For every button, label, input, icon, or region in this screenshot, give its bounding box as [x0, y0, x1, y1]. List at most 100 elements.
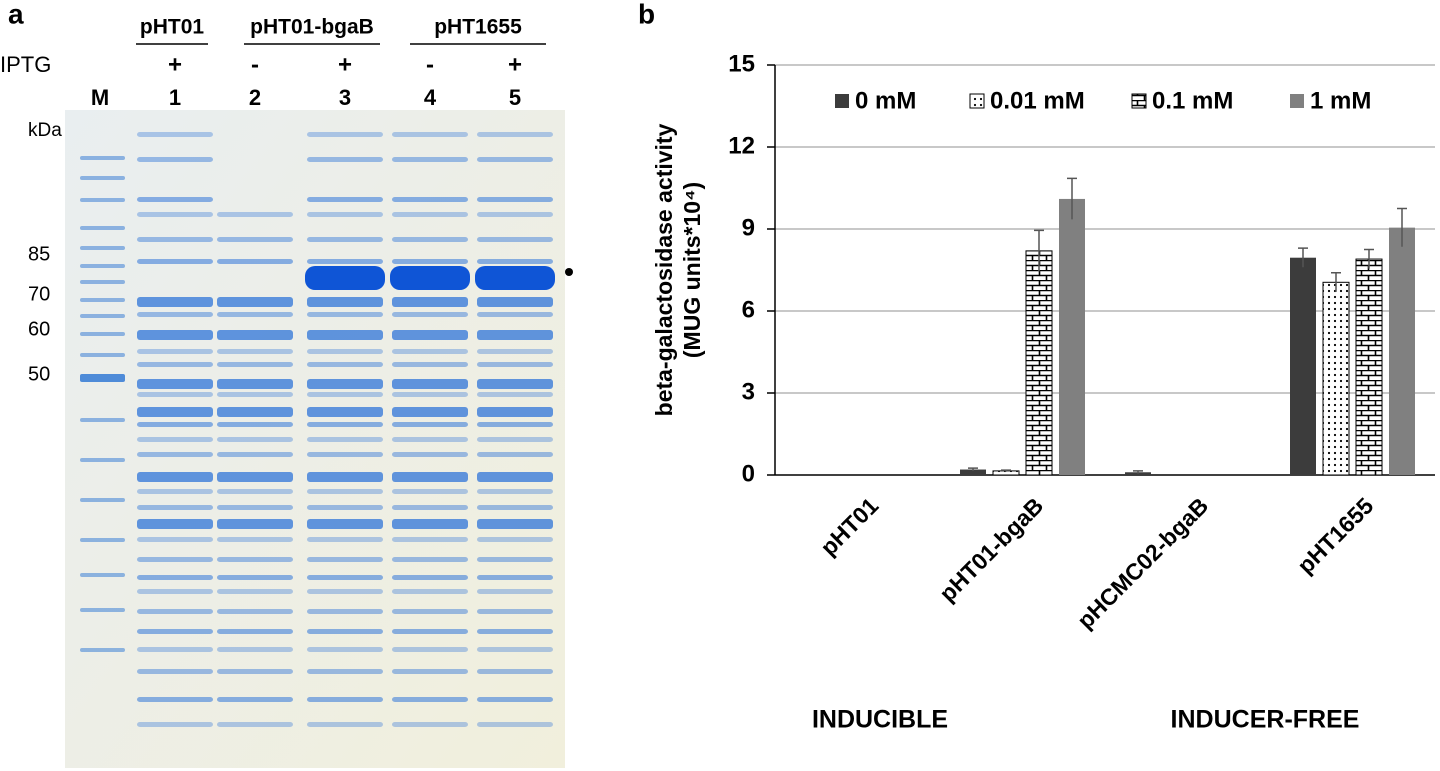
gel-band	[217, 609, 293, 614]
iptg-sign: +	[508, 51, 522, 78]
lane-label: M	[91, 85, 109, 110]
gel-band	[217, 330, 293, 340]
gel-band	[217, 237, 293, 242]
gel-band	[392, 519, 468, 529]
lane-label: 4	[424, 85, 437, 110]
bar	[960, 469, 986, 475]
error-bar	[1298, 247, 1308, 268]
bar	[1389, 227, 1415, 475]
error-bar	[1133, 470, 1143, 474]
bar	[1322, 281, 1350, 476]
gel-band	[477, 259, 553, 264]
gel-band	[477, 237, 553, 242]
marker-size: 60	[28, 318, 50, 340]
gel-band	[392, 669, 468, 674]
y-tick-label: 0	[742, 460, 755, 487]
legend-label: 0.1 mM	[1152, 87, 1233, 114]
gel-band	[477, 472, 553, 482]
gel-band	[137, 407, 213, 417]
gel-band	[477, 197, 553, 202]
gel-band	[307, 589, 383, 594]
gel-band	[217, 589, 293, 594]
gel-band	[137, 330, 213, 340]
gel-band	[217, 519, 293, 529]
gel-band	[392, 330, 468, 340]
iptg-label: IPTG	[0, 52, 51, 77]
legend-label: 0 mM	[855, 87, 916, 114]
gel-band	[217, 379, 293, 389]
gel-band	[392, 537, 468, 542]
gel-band	[137, 647, 213, 652]
gel-band	[137, 259, 213, 264]
bar	[1059, 198, 1085, 475]
iptg-sign: -	[251, 51, 259, 78]
gel-band	[137, 197, 213, 202]
gel-band	[477, 437, 553, 442]
gel-band	[307, 330, 383, 340]
bar	[1025, 250, 1053, 476]
gel-band	[477, 647, 553, 652]
gel-band	[477, 537, 553, 542]
bar	[1355, 258, 1383, 476]
gel-band	[80, 648, 125, 652]
gel-band	[477, 379, 553, 389]
gel-band	[392, 132, 468, 137]
gel-band	[307, 312, 383, 317]
gel-band	[307, 472, 383, 482]
gel-band	[307, 437, 383, 442]
gel-band	[477, 669, 553, 674]
iptg-sign: +	[168, 51, 182, 78]
gel-band	[137, 212, 213, 217]
gel-band	[477, 489, 553, 494]
gel-band	[137, 575, 213, 580]
gel-band	[392, 505, 468, 510]
gel-band	[477, 362, 553, 367]
y-tick-label: 15	[728, 50, 755, 77]
gel-band	[392, 237, 468, 242]
unit-label: kDa	[28, 120, 62, 141]
gel-band	[217, 537, 293, 542]
gel-band	[137, 589, 213, 594]
gel-band	[137, 437, 213, 442]
gel-band	[80, 246, 125, 250]
gel-band	[137, 519, 213, 529]
gel-band	[477, 609, 553, 614]
gel-band	[477, 312, 553, 317]
lane-label: 5	[509, 85, 521, 110]
gel-band	[307, 407, 383, 417]
error-bar	[1034, 229, 1044, 272]
gel-band	[477, 407, 553, 417]
error-bar	[968, 467, 978, 471]
gel-band	[80, 198, 125, 202]
gel-band	[80, 332, 125, 336]
gel-band	[217, 669, 293, 674]
y-tick-label: 3	[742, 378, 755, 405]
gel-band	[80, 156, 125, 160]
y-tick-label: 6	[742, 296, 755, 323]
gel-band	[307, 575, 383, 580]
gel-band	[217, 647, 293, 652]
plasmid-label: pHT1655	[434, 16, 522, 39]
gel-band	[392, 575, 468, 580]
x-tick-label: pHCMC02-bgaB	[1072, 492, 1213, 633]
gel-band	[477, 452, 553, 457]
gel-band	[392, 647, 468, 652]
gel-band	[217, 505, 293, 510]
gel-band	[307, 132, 383, 137]
gel-band	[392, 489, 468, 494]
gel-band	[307, 557, 383, 562]
gel-band	[137, 312, 213, 317]
gel-band	[307, 722, 383, 727]
gel-band	[80, 573, 125, 577]
gel-band	[475, 266, 555, 290]
gel-band	[477, 722, 553, 727]
gel-band	[307, 379, 383, 389]
gel-band	[80, 538, 125, 542]
gel-band	[392, 472, 468, 482]
gel-band	[307, 349, 383, 354]
iptg-sign: +	[338, 51, 352, 78]
gel-band	[307, 647, 383, 652]
x-tick-label: pHT01-bgaB	[934, 492, 1048, 606]
gel-band	[392, 212, 468, 217]
